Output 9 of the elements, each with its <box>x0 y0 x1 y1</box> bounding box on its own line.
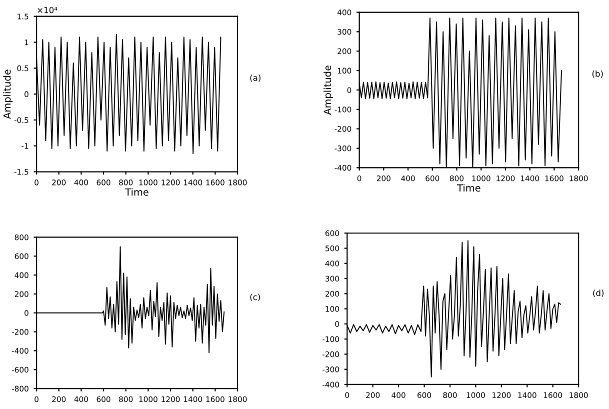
text: (c) <box>250 294 260 302</box>
text: ×10⁴ <box>38 6 58 14</box>
text: (b) <box>592 70 603 78</box>
x-axis-title: Time <box>457 184 480 192</box>
text: (a) <box>250 74 260 82</box>
y-axis-title: Amplitude <box>3 70 13 119</box>
x-axis-title: Time <box>125 188 148 196</box>
y-axis-title: Amplitude <box>324 66 333 115</box>
text: (d) <box>593 290 604 298</box>
